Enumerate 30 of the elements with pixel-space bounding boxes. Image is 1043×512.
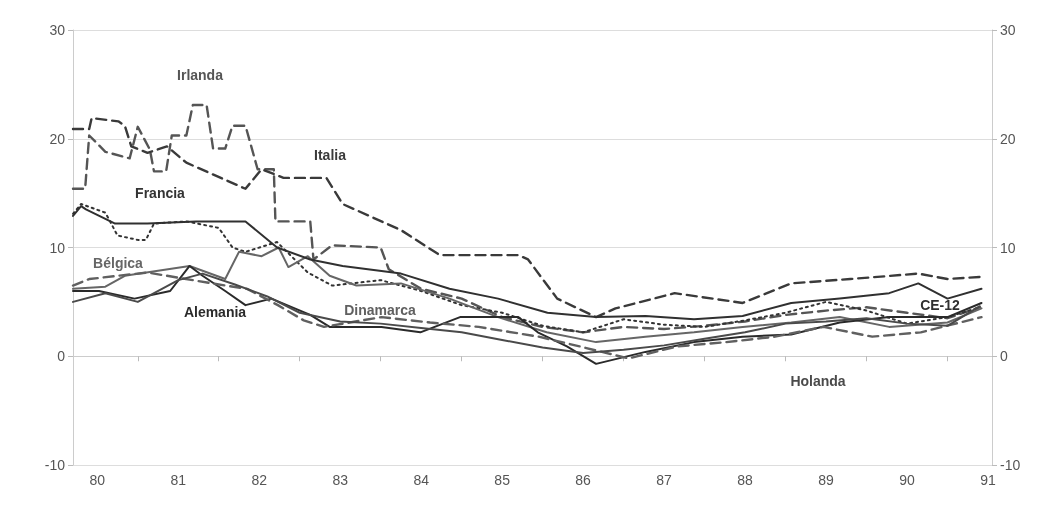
y2-tick-label: 20 [1000, 130, 1016, 147]
x-tick-label: 87 [656, 472, 673, 488]
x-tick-label: 88 [737, 472, 754, 488]
x-tick-label: 85 [494, 472, 511, 488]
series-label: Irlanda [177, 67, 224, 83]
series-label: Bélgica [93, 255, 144, 271]
series-label: Italia [314, 147, 347, 163]
x-tick-label: 84 [413, 472, 430, 488]
y-tick-label: -10 [44, 457, 66, 473]
x-tick-label: 91 [980, 472, 996, 488]
y2-tick-label: -10 [1000, 457, 1021, 473]
x-tick-label: 86 [575, 472, 592, 488]
x-tick-label: 80 [89, 472, 106, 488]
x-tick-label: 90 [899, 472, 915, 488]
series-label: Alemania [183, 304, 247, 320]
y2-tick-label: 10 [1000, 239, 1016, 256]
y-tick-label: 20 [49, 130, 66, 147]
y2-tick-label: 0 [1000, 348, 1008, 365]
series-label: Dinamarca [344, 302, 417, 318]
x-tick-label: 83 [332, 472, 349, 488]
series-label: Francia [135, 185, 186, 201]
x-tick-label: 89 [818, 472, 835, 488]
x-tick-label: 82 [251, 472, 268, 488]
y-tick-label: 10 [49, 239, 66, 256]
series-label: CE-12 [920, 297, 961, 313]
y-tick-label: 0 [57, 348, 66, 365]
y2-tick-label: 30 [1000, 22, 1016, 38]
y-tick-label: 30 [49, 22, 66, 38]
text: Holanda [790, 373, 846, 389]
x-tick-label: 81 [170, 472, 187, 488]
